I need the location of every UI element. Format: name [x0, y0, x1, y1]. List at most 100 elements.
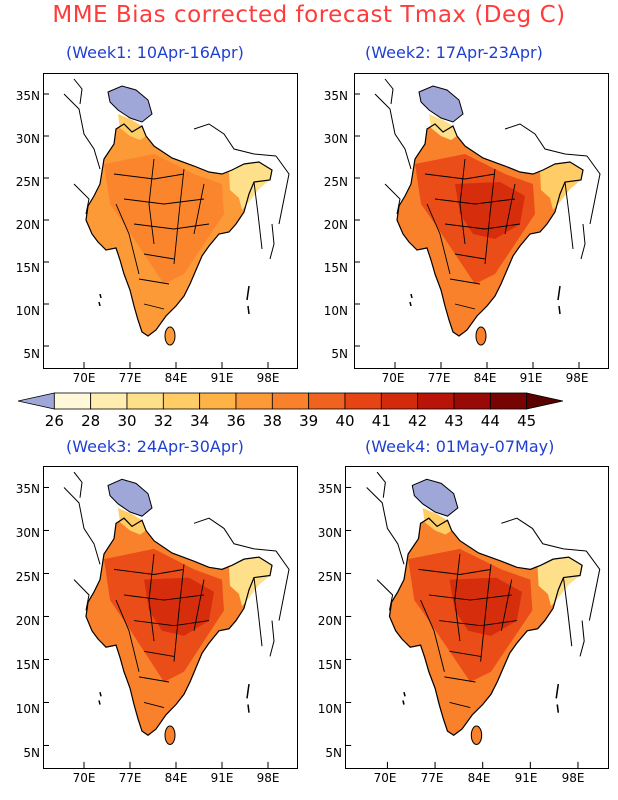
- x-tick-label: 84E: [164, 371, 188, 385]
- kashmir-shading: [107, 478, 153, 517]
- x-tick-label: 91E: [210, 771, 234, 785]
- colorbar-swatch: [271, 392, 310, 410]
- sri-lanka: [164, 725, 176, 745]
- colorbar-label: 45: [517, 412, 537, 430]
- sri-lanka: [475, 326, 487, 346]
- x-tick-label: 91E: [514, 771, 538, 785]
- panel-title-week3: (Week3: 24Apr-30Apr): [66, 437, 244, 456]
- lakshadweep-islands: [409, 293, 413, 307]
- colorbar-swatch: [162, 392, 201, 410]
- panel-title-week4: (Week4: 01May-07May): [365, 437, 555, 456]
- x-tick-label: 77E: [118, 371, 142, 385]
- y-tick-label: 25N: [317, 570, 342, 584]
- y-tick-label: 30N: [317, 526, 342, 540]
- colorbar-label: 42: [408, 412, 428, 430]
- colorbar-label: 34: [190, 412, 210, 430]
- x-tick-label: 98E: [256, 771, 280, 785]
- colorbar-label: 30: [117, 412, 137, 430]
- map-panel1: [44, 78, 290, 368]
- india-outline: [396, 123, 584, 337]
- x-tick-label: 91E: [210, 371, 234, 385]
- kashmir-shading: [107, 85, 153, 123]
- y-tick-label: 30N: [15, 526, 40, 540]
- y-tick-label: 5N: [23, 746, 40, 760]
- colorbar-swatch: [308, 392, 346, 410]
- lakshadweep-islands: [98, 293, 102, 307]
- y-tick-label: 35N: [323, 89, 348, 103]
- india-outline: [85, 123, 273, 337]
- y-tick-label: 15N: [15, 261, 40, 275]
- map-panel-week1: [43, 73, 298, 369]
- y-tick-label: 25N: [15, 175, 40, 189]
- colorbar-label: 39: [299, 412, 319, 430]
- map-panel3: [44, 471, 290, 768]
- colorbar-swatch: [199, 392, 237, 410]
- y-tick-label: 35N: [15, 89, 40, 103]
- country-borders: [63, 471, 290, 657]
- state-boundaries: [424, 158, 521, 310]
- state-boundaries: [113, 158, 210, 310]
- y-tick-label: 15N: [317, 658, 342, 672]
- y-tick-label: 10N: [15, 304, 40, 318]
- kashmir-shading: [411, 478, 459, 517]
- x-tick-label: 98E: [565, 371, 589, 385]
- colorbar-swatch: [53, 392, 92, 410]
- colorbar-swatch: [489, 392, 528, 410]
- northeast-shading: [540, 162, 583, 210]
- y-tick-label: 25N: [323, 175, 348, 189]
- x-tick-label: 70E: [72, 771, 96, 785]
- colorbar-swatch: [526, 392, 563, 410]
- y-tick-label: 20N: [15, 614, 40, 628]
- map-panel-week2: [354, 73, 609, 369]
- india-outline: [85, 517, 273, 736]
- colorbar-swatch: [126, 392, 164, 410]
- colorbar-swatch: [344, 392, 382, 410]
- map-panel4: [346, 471, 601, 768]
- country-borders: [366, 471, 601, 657]
- x-tick-label: 84E: [164, 771, 188, 785]
- colorbar-swatch: [18, 392, 55, 410]
- colorbar-label: 41: [371, 412, 391, 430]
- y-tick-label: 10N: [317, 702, 342, 716]
- andaman-islands: [246, 285, 250, 315]
- figure-title: MME Bias corrected forecast Tmax (Deg C): [52, 2, 566, 28]
- x-tick-label: 70E: [373, 771, 397, 785]
- y-tick-label: 10N: [15, 702, 40, 716]
- kashmir-shading: [418, 85, 464, 123]
- country-borders: [63, 78, 290, 260]
- y-tick-label: 5N: [325, 746, 342, 760]
- y-tick-label: 5N: [23, 347, 40, 361]
- x-tick-label: 84E: [473, 371, 497, 385]
- y-tick-label: 15N: [323, 261, 348, 275]
- colorbar-label: 43: [444, 412, 464, 430]
- northeast-shading: [537, 557, 583, 607]
- state-boundaries: [113, 553, 210, 709]
- y-tick-label: 35N: [317, 482, 342, 496]
- colorbar-label: 32: [153, 412, 173, 430]
- panel-title-week2: (Week2: 17Apr-23Apr): [365, 43, 543, 62]
- colorbar-swatch: [380, 392, 419, 410]
- x-tick-label: 98E: [561, 771, 585, 785]
- colorbar-label: 40: [335, 412, 355, 430]
- x-tick-label: 98E: [256, 371, 280, 385]
- himalaya-shading: [118, 114, 146, 140]
- sri-lanka: [164, 326, 176, 346]
- colorbar-label: 44: [480, 412, 500, 430]
- colorbar-label: 36: [226, 412, 246, 430]
- map-panel-week4: [345, 466, 609, 769]
- country-borders: [374, 78, 601, 260]
- map-panel-week3: [43, 466, 298, 769]
- map-panel2: [355, 78, 601, 368]
- y-tick-label: 30N: [15, 132, 40, 146]
- x-tick-label: 77E: [420, 771, 444, 785]
- colorbar-label: 28: [81, 412, 101, 430]
- lakshadweep-islands: [98, 692, 102, 705]
- lakshadweep-islands: [402, 692, 406, 705]
- andaman-islands: [557, 285, 561, 315]
- y-tick-label: 10N: [323, 304, 348, 318]
- northeast-shading: [229, 162, 272, 210]
- x-tick-label: 77E: [118, 771, 142, 785]
- x-tick-label: 84E: [467, 771, 491, 785]
- colorbar-label: 38: [262, 412, 282, 430]
- x-tick-label: 91E: [519, 371, 543, 385]
